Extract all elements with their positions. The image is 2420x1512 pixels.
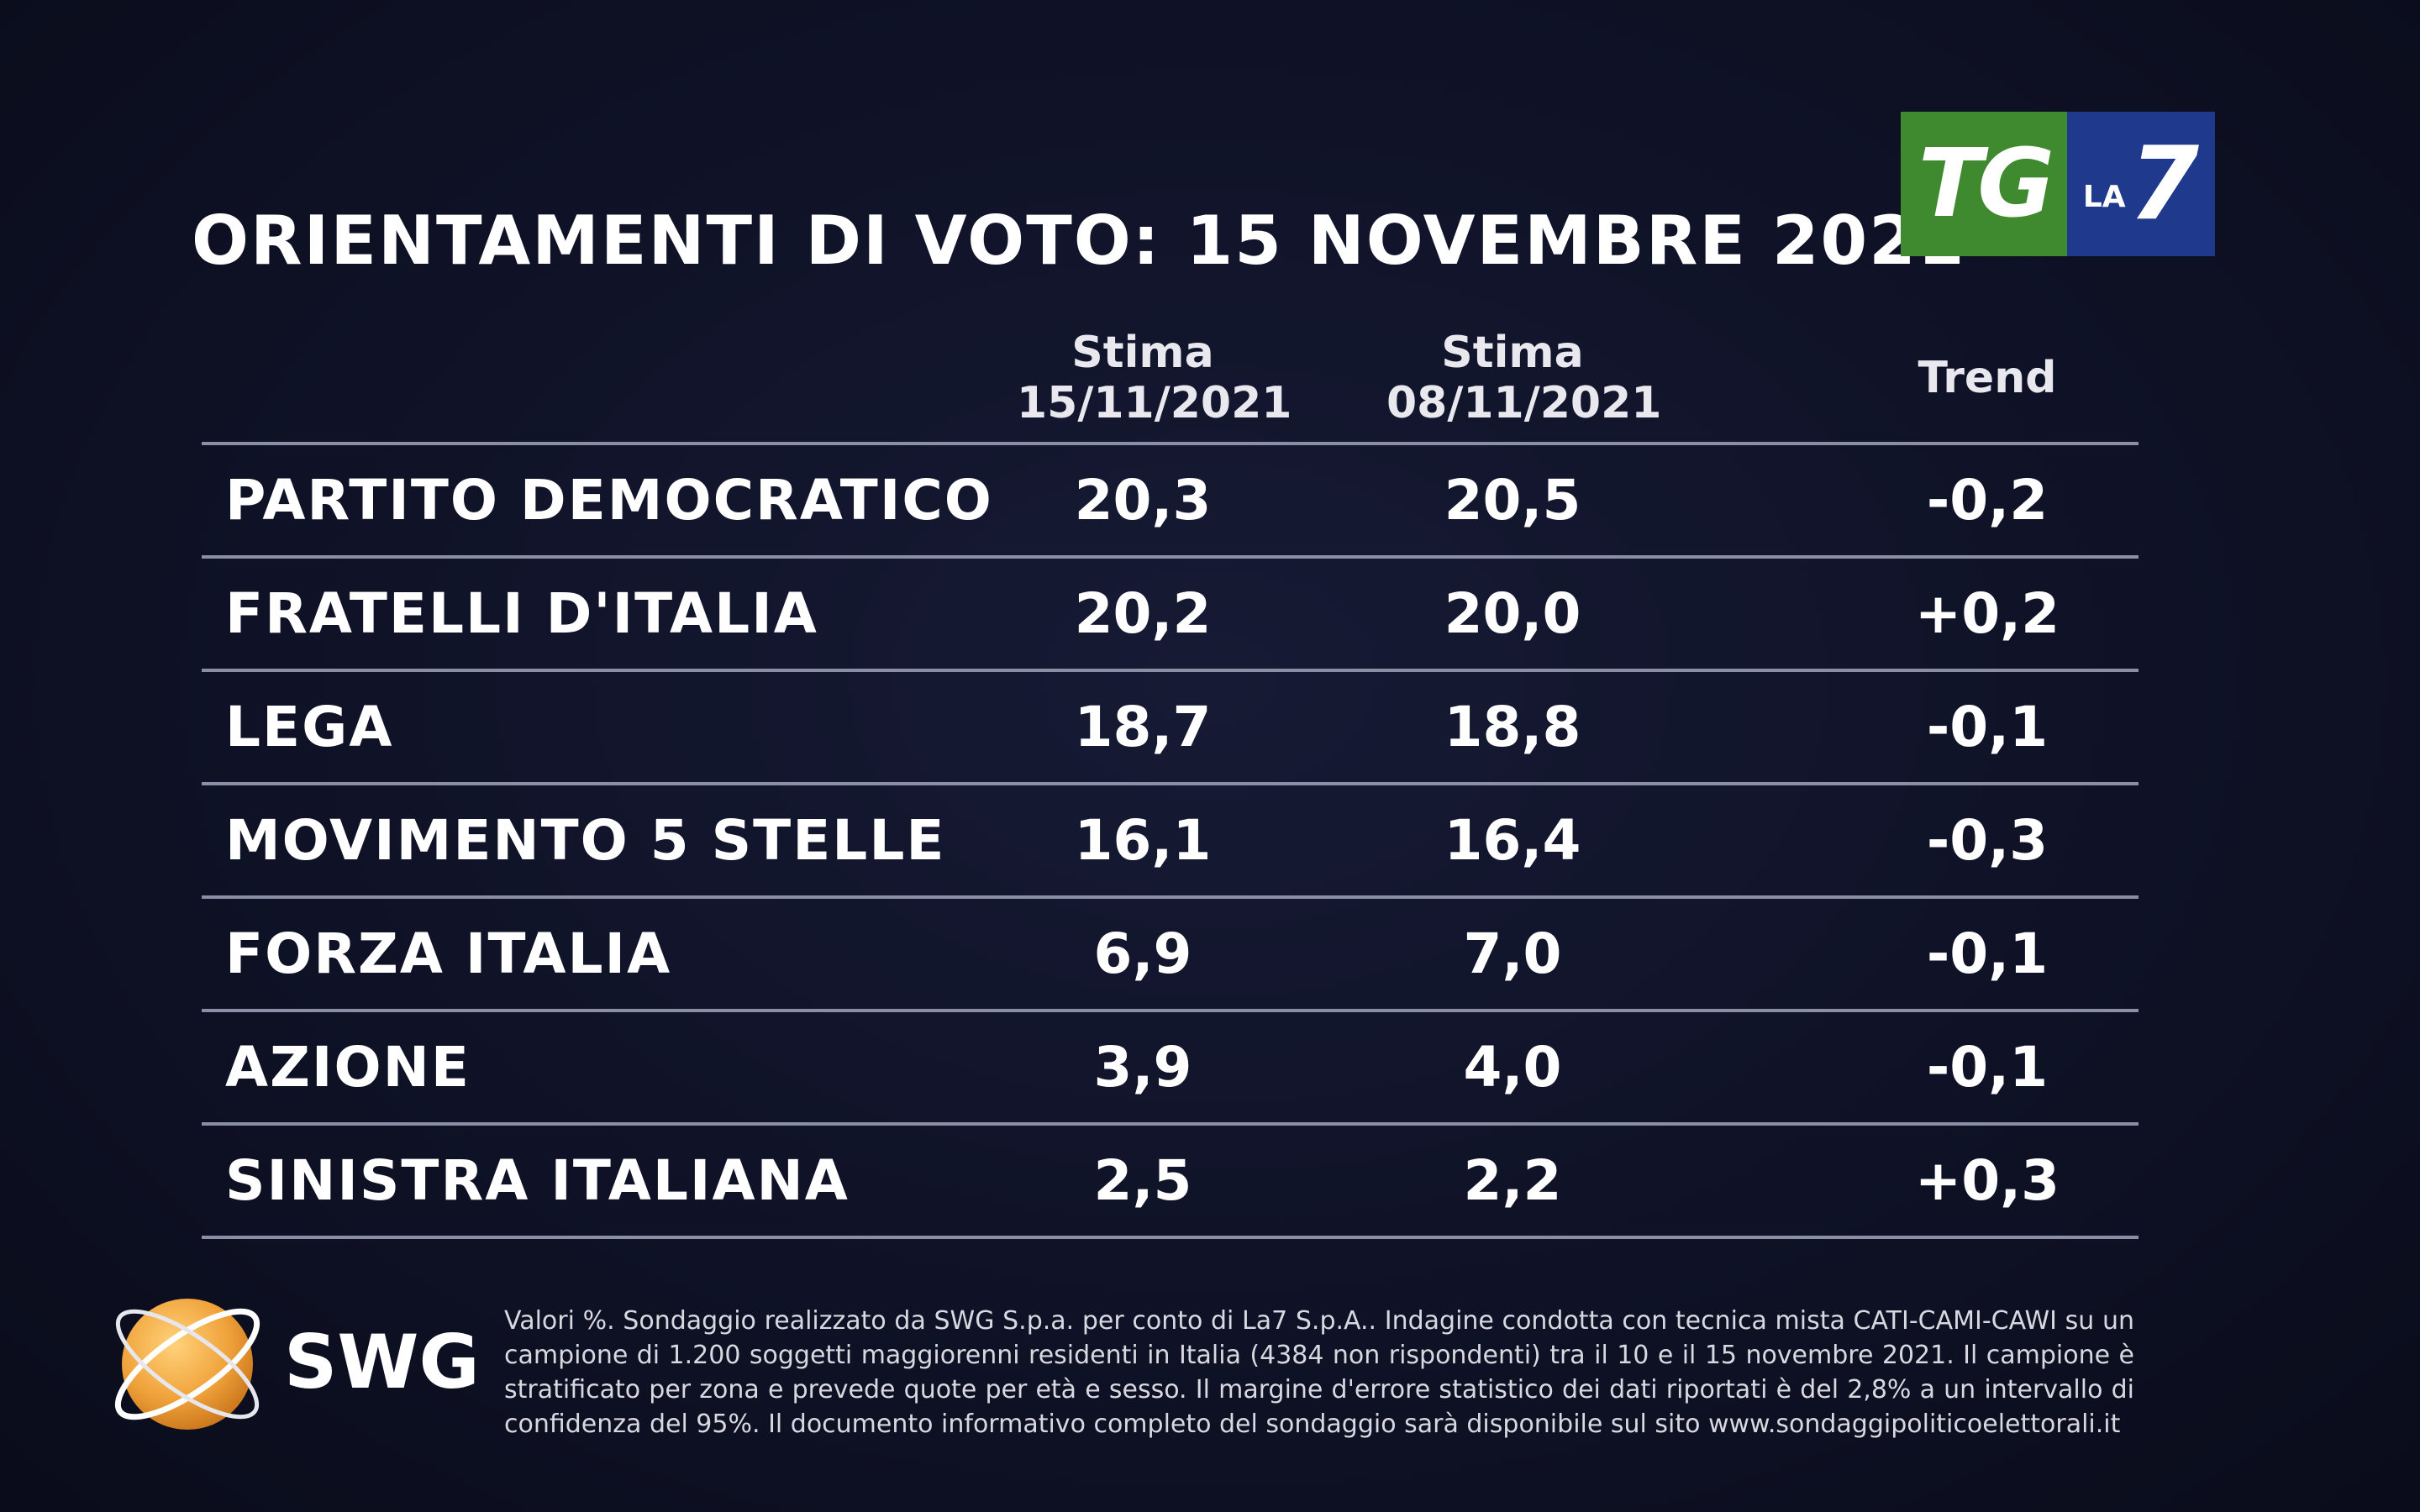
value-trend: -0,3 <box>1926 808 2049 873</box>
value-trend: -0,1 <box>1926 695 2049 759</box>
la7-logo-la: LA <box>2082 179 2126 214</box>
value-trend: +0,2 <box>1914 581 2060 646</box>
swg-globe-icon <box>114 1299 260 1430</box>
poll-table: Stima 15/11/2021 Stima 08/11/2021 Trend … <box>202 319 2139 1239</box>
methodology-footnote: Valori %. Sondaggio realizzato da SWG S.… <box>504 1306 2134 1439</box>
column-header-trend: Trend <box>1882 353 2092 403</box>
la7-logo: LA 7 <box>2067 112 2215 256</box>
value-previous: 20,0 <box>1444 581 1581 646</box>
value-current: 6,9 <box>1093 921 1192 986</box>
value-current: 20,3 <box>1074 468 1212 533</box>
table-row: PARTITO DEMOCRATICO 20,3 20,5 -0,2 <box>202 445 2139 559</box>
value-previous: 20,5 <box>1444 468 1581 533</box>
la7-logo-seven: 7 <box>2128 125 2200 243</box>
value-current: 18,7 <box>1074 695 1212 759</box>
party-name: AZIONE <box>225 1035 471 1100</box>
value-current: 3,9 <box>1093 1035 1192 1100</box>
table-row: MOVIMENTO 5 STELLE 16,1 16,4 -0,3 <box>202 785 2139 899</box>
column-header-label: Stima <box>1441 328 1584 378</box>
value-current: 2,5 <box>1093 1148 1192 1213</box>
column-header-label: Trend <box>1918 353 2057 403</box>
column-header-date: 15/11/2021 <box>1017 378 1292 428</box>
value-previous: 18,8 <box>1444 695 1581 759</box>
value-trend: +0,3 <box>1914 1148 2060 1213</box>
column-header-date: 08/11/2021 <box>1386 378 1662 428</box>
party-name: FRATELLI D'ITALIA <box>225 581 818 646</box>
column-header-stima-current: Stima 15/11/2021 <box>1017 328 1292 428</box>
table-row: LEGA 18,7 18,8 -0,1 <box>202 672 2139 785</box>
table-header: Stima 15/11/2021 Stima 08/11/2021 Trend <box>202 319 2139 442</box>
party-name: FORZA ITALIA <box>225 921 672 986</box>
party-name: LEGA <box>225 695 394 759</box>
column-header-stima-previous: Stima 08/11/2021 <box>1386 328 1662 428</box>
header-divider <box>202 442 2139 445</box>
party-name: PARTITO DEMOCRATICO <box>225 468 993 533</box>
tg-logo: TG <box>1901 112 2067 256</box>
party-name: SINISTRA ITALIANA <box>225 1148 850 1213</box>
table-row: SINISTRA ITALIANA 2,5 2,2 +0,3 <box>202 1126 2139 1239</box>
value-previous: 4,0 <box>1463 1035 1562 1100</box>
value-trend: -0,1 <box>1926 1035 2049 1100</box>
chart-title: ORIENTAMENTI DI VOTO: 15 NOVEMBRE 2021 <box>192 202 1966 280</box>
value-trend: -0,2 <box>1926 468 2049 533</box>
table-row: FORZA ITALIA 6,9 7,0 -0,1 <box>202 899 2139 1012</box>
party-name: MOVIMENTO 5 STELLE <box>225 808 946 873</box>
value-previous: 2,2 <box>1463 1148 1562 1213</box>
table-row: AZIONE 3,9 4,0 -0,1 <box>202 1012 2139 1126</box>
value-previous: 16,4 <box>1444 808 1581 873</box>
table-row: FRATELLI D'ITALIA 20,2 20,0 +0,2 <box>202 559 2139 672</box>
column-header-label: Stima <box>1071 328 1214 378</box>
value-current: 16,1 <box>1074 808 1212 873</box>
value-current: 20,2 <box>1074 581 1212 646</box>
swg-logo-text: SWG <box>284 1319 480 1405</box>
value-trend: -0,1 <box>1926 921 2049 986</box>
tg-logo-text: TG <box>1918 129 2054 239</box>
value-previous: 7,0 <box>1463 921 1562 986</box>
